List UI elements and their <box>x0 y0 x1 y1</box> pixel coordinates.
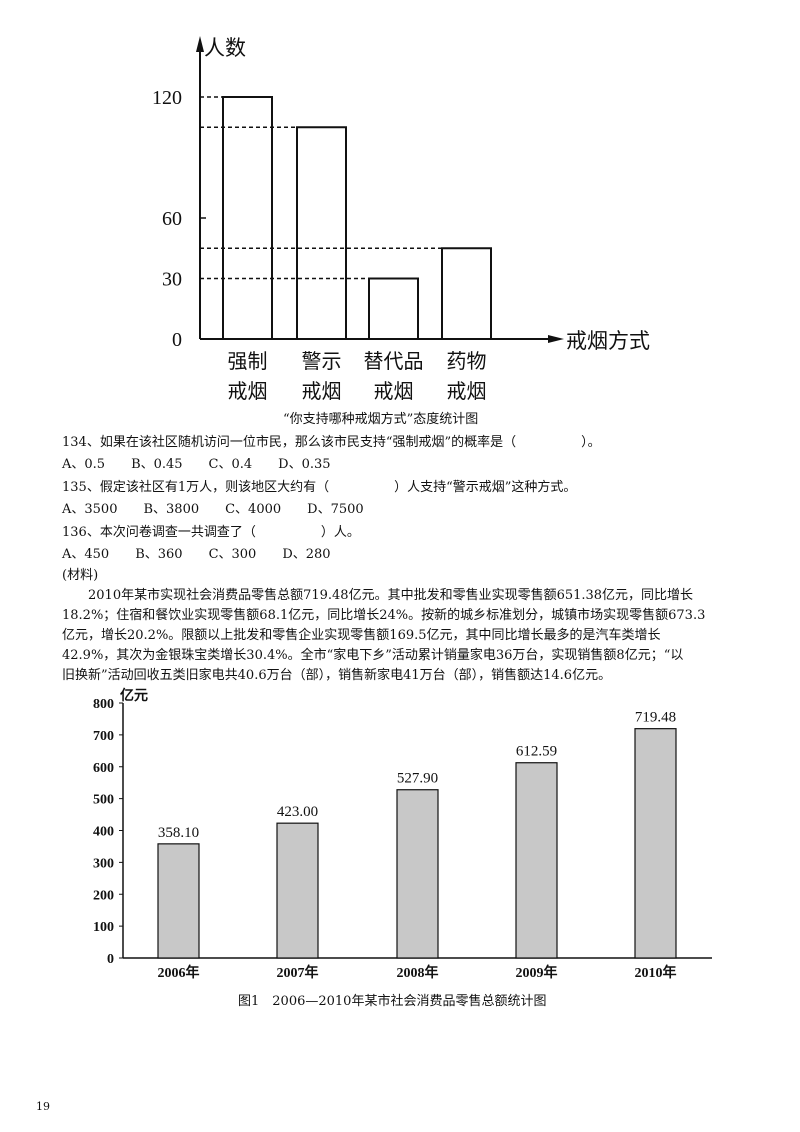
question-136-options: A、450 B、360 C、300 D、280 <box>62 547 331 562</box>
y-tick-label: 800 <box>93 697 114 712</box>
bar <box>515 762 558 959</box>
y-tick-label: 120 <box>152 87 182 109</box>
data-label: 527.90 <box>397 771 438 787</box>
category-label: 2010年 <box>635 964 677 981</box>
x-axis-label: 戒烟方式 <box>566 329 650 353</box>
y-tick-label: 600 <box>93 761 114 776</box>
question-136: 136、本次问卷调查一共调查了（ ）人。 <box>62 525 360 540</box>
category-label: 药物 <box>447 350 487 373</box>
y-tick-label: 100 <box>93 920 114 935</box>
category-label: 戒烟 <box>447 380 487 403</box>
y-axis-label: 亿元 <box>120 687 148 704</box>
bar <box>276 822 319 959</box>
category-label: 替代品 <box>364 350 424 373</box>
y-tick-label: 30 <box>162 269 182 291</box>
bar <box>441 247 492 340</box>
retail-sales-chart: 亿元 0 100 200 300 400 500 600 700 800 358.10 2006年 42… <box>93 687 712 981</box>
y-tick-label: 0 <box>107 952 114 967</box>
category-label: 戒烟 <box>374 380 414 403</box>
category-label: 戒烟 <box>228 380 268 403</box>
y-tick-label: 700 <box>93 729 114 744</box>
category-label: 警示 <box>302 350 342 373</box>
bar <box>296 126 347 340</box>
category-label: 2008年 <box>397 964 439 981</box>
material-label: (材料) <box>62 568 99 583</box>
category-label: 强制 <box>228 350 268 373</box>
chart1-caption: “你支持哪种戒烟方式”态度统计图 <box>283 412 479 427</box>
y-axis-arrow <box>196 36 204 52</box>
question-134-options: A、0.5 B、0.45 C、0.4 D、0.35 <box>62 457 331 472</box>
material-line: 旧换新”活动回收五类旧家电共40.6万台（部），销售新家电41万台（部），销售额… <box>62 668 612 683</box>
question-135-options: A、3500 B、3800 C、4000 D、7500 <box>62 502 364 517</box>
category-label: 戒烟 <box>302 380 342 403</box>
bar <box>157 843 200 959</box>
material-line: 2010年某市实现社会消费品零售总额719.48亿元。其中批发和零售业实现零售额… <box>62 588 694 603</box>
bar <box>222 96 273 340</box>
data-label: 423.00 <box>277 804 318 820</box>
data-label: 358.10 <box>158 825 199 841</box>
material-line: 亿元，增长20.2%。限额以上批发和零售企业实现零售额169.5亿元，其中同比增… <box>62 628 661 643</box>
question-134: 134、如果在该社区随机访问一位市民，那么该市民支持“强制戒烟”的概率是（ ）。 <box>62 435 601 450</box>
y-tick-label: 400 <box>93 825 114 840</box>
material-line: 42.9%，其次为金银珠宝类增长30.4%。全市“家电下乡”活动累计销量家电36… <box>62 648 684 663</box>
page-number: 19 <box>36 1100 50 1113</box>
question-135: 135、假定该社区有1万人，则该地区大约有（ ）人支持“警示戒烟”这种方式。 <box>62 480 577 495</box>
category-label: 2006年 <box>158 964 200 981</box>
bar <box>634 728 677 959</box>
y-tick-label: 0 <box>172 329 182 351</box>
data-label: 612.59 <box>516 744 557 760</box>
y-tick-label: 300 <box>93 856 114 871</box>
material-line: 18.2%；住宿和餐饮业实现零售额68.1亿元，同比增长24%。按新的城乡标准划… <box>62 608 706 623</box>
x-axis-arrow <box>548 335 564 343</box>
category-label: 2007年 <box>277 964 319 981</box>
bar <box>368 277 419 340</box>
data-label: 719.48 <box>635 710 676 726</box>
chart2-caption: 图1 2006—2010年某市社会消费品零售总额统计图 <box>238 994 547 1009</box>
y-tick-label: 60 <box>162 208 182 230</box>
y-tick-label: 500 <box>93 793 114 808</box>
y-axis-label: 人数 <box>204 36 246 60</box>
y-tick-label: 200 <box>93 888 114 903</box>
category-label: 2009年 <box>516 964 558 981</box>
bar <box>396 789 439 959</box>
